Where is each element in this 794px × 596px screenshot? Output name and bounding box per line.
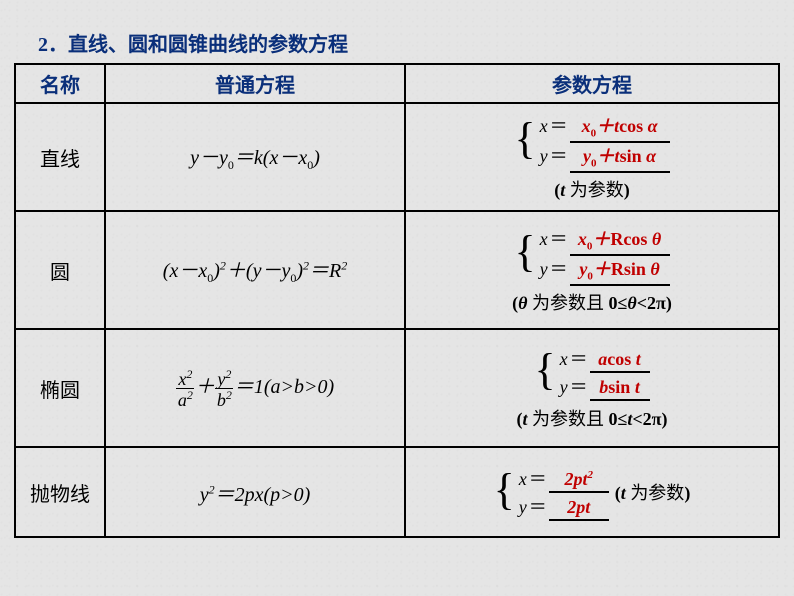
row-ellipse-name: 椭圆 <box>15 329 105 447</box>
title-text: 直线、圆和圆锥曲线的参数方程 <box>68 34 348 56</box>
row-circle-param: { x＝x0＋Rcos θ y＝y0＋Rsin θ (θ 为参数且 0≤θ<2π… <box>405 211 779 329</box>
fill-circle-y: y0＋Rsin θ <box>570 255 670 283</box>
title-number: 2． <box>38 34 68 56</box>
parametric-equations-table: 名称 普通方程 参数方程 直线 y－y0＝k(x－x0) { x＝x0＋tcos… <box>14 63 780 538</box>
row-line-param: { x＝x0＋tcos α y＝y0＋tsin α (t 为参数) <box>405 103 779 211</box>
row-circle-eq: (x－x0)2＋(y－y0)2＝R2 <box>105 211 405 329</box>
brace-icon: { <box>514 119 535 159</box>
row-circle: 圆 (x－x0)2＋(y－y0)2＝R2 { x＝x0＋Rcos θ y＝y0＋… <box>15 211 779 329</box>
section-title: 2．直线、圆和圆锥曲线的参数方程 <box>14 28 780 57</box>
row-parabola-note: (t 为参数) <box>615 479 691 505</box>
fill-line-x: x0＋tcos α <box>570 112 670 140</box>
row-parabola-param: { x＝2pt2 y＝2pt (t 为参数) <box>405 447 779 537</box>
header-param-eq: 参数方程 <box>405 64 779 103</box>
header-row: 名称 普通方程 参数方程 <box>15 64 779 103</box>
row-ellipse-eq: x2a2＋y2b2＝1(a>b>0) <box>105 329 405 447</box>
row-ellipse-param: { x＝acos t y＝bsin t (t 为参数且 0≤t<2π) <box>405 329 779 447</box>
fill-circle-x: x0＋Rcos θ <box>570 225 670 253</box>
fill-parabola-y: 2pt <box>549 497 609 518</box>
row-circle-note: (θ 为参数且 0≤θ<2π) <box>410 289 774 315</box>
row-line: 直线 y－y0＝k(x－x0) { x＝x0＋tcos α y＝y0＋tsin … <box>15 103 779 211</box>
row-ellipse-note: (t 为参数且 0≤t<2π) <box>410 405 774 431</box>
header-name: 名称 <box>15 64 105 103</box>
fill-ellipse-x: acos t <box>590 349 650 370</box>
fill-ellipse-y: bsin t <box>590 377 650 398</box>
fill-parabola-x: 2pt2 <box>549 469 609 490</box>
row-circle-name: 圆 <box>15 211 105 329</box>
row-parabola: 抛物线 y2＝2px(p>0) { x＝2pt2 y＝2pt (t 为参数) <box>15 447 779 537</box>
ellipse-cond: ＝1(a>b>0) <box>234 376 334 398</box>
row-line-eq: y－y0＝k(x－x0) <box>105 103 405 211</box>
row-ellipse: 椭圆 x2a2＋y2b2＝1(a>b>0) { x＝acos t y＝bsin … <box>15 329 779 447</box>
brace-icon: { <box>514 232 535 272</box>
fill-line-y: y0＋tsin α <box>570 142 670 170</box>
row-line-note: (t 为参数) <box>410 176 774 202</box>
row-parabola-name: 抛物线 <box>15 447 105 537</box>
brace-icon: { <box>534 350 555 390</box>
row-parabola-eq: y2＝2px(p>0) <box>105 447 405 537</box>
row-line-name: 直线 <box>15 103 105 211</box>
brace-icon: { <box>494 470 515 510</box>
header-normal-eq: 普通方程 <box>105 64 405 103</box>
